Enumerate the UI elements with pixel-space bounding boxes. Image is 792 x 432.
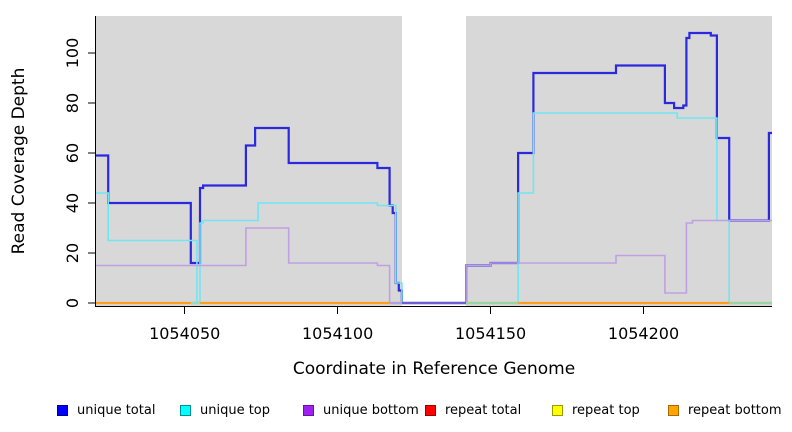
legend: unique total unique top unique bottom repea… <box>0 402 792 424</box>
y-axis-title: Read Coverage Depth <box>9 68 29 255</box>
legend-label-unique-bottom: unique bottom <box>323 402 419 418</box>
legend-item-unique-top: unique top <box>180 402 270 418</box>
series-unique-bottom <box>96 219 772 304</box>
legend-swatch-repeat-bottom <box>668 404 679 416</box>
x-tick-label: 1054050 <box>149 324 220 343</box>
legend-label-repeat-bottom: repeat bottom <box>688 402 782 418</box>
y-tick-label: 100 <box>63 38 82 69</box>
legend-item-repeat-top: repeat top <box>552 402 640 418</box>
legend-swatch-unique-total <box>57 404 68 416</box>
x-tick-label: 1054100 <box>302 324 373 343</box>
legend-item-unique-bottom: unique bottom <box>303 402 419 418</box>
legend-item-unique-total: unique total <box>57 402 155 418</box>
coverage-gap-band <box>401 16 467 306</box>
plot-layer: 0 20 40 60 80 100 1054050 1054100 1054150 1054200 <box>63 16 772 343</box>
legend-label-unique-total: unique total <box>77 402 156 418</box>
legend-swatch-repeat-top <box>552 404 563 416</box>
y-tick-label: 0 <box>63 298 82 308</box>
legend-swatch-repeat-total <box>425 404 436 416</box>
x-tick-label: 1054150 <box>455 324 526 343</box>
legend-label-repeat-top: repeat top <box>572 402 640 418</box>
legend-item-repeat-total: repeat total <box>425 402 521 418</box>
legend-label-repeat-total: repeat total <box>445 402 522 418</box>
x-axis-title: Coordinate in Reference Genome <box>293 359 575 379</box>
y-tick-label: 40 <box>63 193 82 213</box>
y-tick-label: 60 <box>63 143 82 163</box>
x-tick-label: 1054200 <box>608 324 679 343</box>
legend-item-repeat-bottom: repeat bottom <box>668 402 782 418</box>
legend-label-unique-top: unique top <box>200 402 271 418</box>
legend-swatch-unique-top <box>180 404 191 416</box>
y-tick-label: 80 <box>63 93 82 113</box>
y-tick-label: 20 <box>63 243 82 263</box>
legend-swatch-unique-bottom <box>303 404 314 416</box>
